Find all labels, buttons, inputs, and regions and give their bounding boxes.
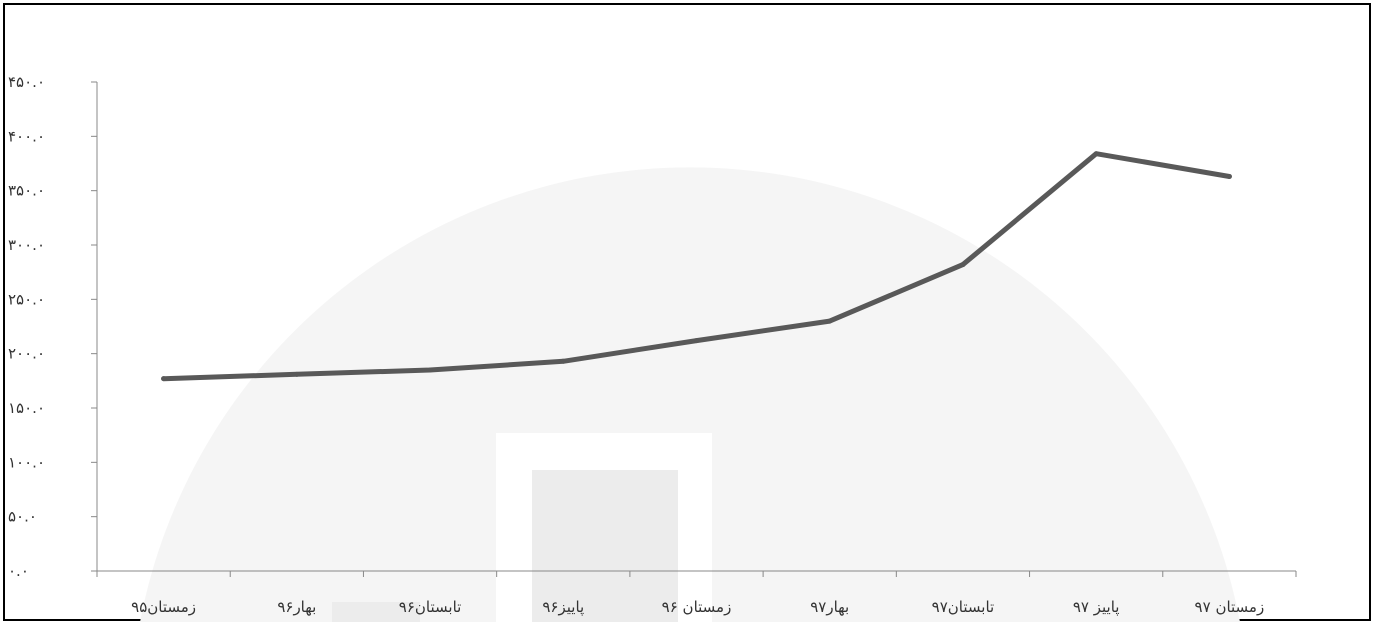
y-axis-ticks: ۰.۰ ۵۰.۰ ۱۰۰.۰ ۱۵۰.۰ ۲۰۰.۰ ۲۵۰.۰ ۳۰۰.۰ ۳۵۰.۰ ۴۰۰… (8, 73, 97, 580)
x-tick-label: تابستان۹۶ (399, 598, 462, 616)
y-tick-label: ۵۰.۰ (8, 508, 37, 526)
data-point (427, 367, 433, 373)
y-tick-label: ۱۰۰.۰ (8, 453, 45, 471)
y-tick-label: ۲۵۰.۰ (8, 290, 45, 308)
data-point (1226, 174, 1232, 180)
x-tick-label: بهار۹۷ (810, 598, 849, 616)
data-point (827, 318, 833, 324)
axes (96, 82, 1296, 572)
series-layer (161, 151, 1232, 382)
y-tick-label: ۲۰۰.۰ (8, 345, 45, 363)
data-point (294, 371, 300, 377)
x-tick-label: زمستان ۹۶ (662, 598, 732, 616)
data-point (694, 338, 699, 344)
x-tick-label: پاییز ۹۷ (1073, 598, 1120, 617)
data-point (560, 358, 566, 364)
x-tick-label: تابستان۹۷ (932, 598, 995, 616)
y-tick-label: ۴۰۰.۰ (8, 127, 45, 145)
watermark (140, 167, 1240, 622)
x-tick-label: زمستان ۹۷ (1195, 598, 1265, 616)
y-tick-label: ۳۵۰.۰ (8, 182, 45, 200)
data-point (161, 376, 167, 382)
x-tick-label: زمستان۹۵ (131, 598, 196, 616)
y-tick-label: ۱۵۰.۰ (8, 399, 45, 417)
x-axis-ticks: زمستان۹۵ بهار۹۶ تابستان۹۶ پاییز۹۶ زمستان ۹۶ ب… (96, 571, 1297, 617)
data-point (960, 262, 966, 268)
x-tick-label: بهار۹۶ (277, 598, 316, 616)
y-tick-label: ۳۰۰.۰ (8, 236, 45, 254)
y-tick-label: ۴۵۰.۰ (8, 73, 45, 91)
x-tick-label: پاییز۹۶ (542, 598, 584, 617)
y-tick-label: ۰.۰ (8, 562, 29, 580)
data-point (1093, 151, 1099, 157)
